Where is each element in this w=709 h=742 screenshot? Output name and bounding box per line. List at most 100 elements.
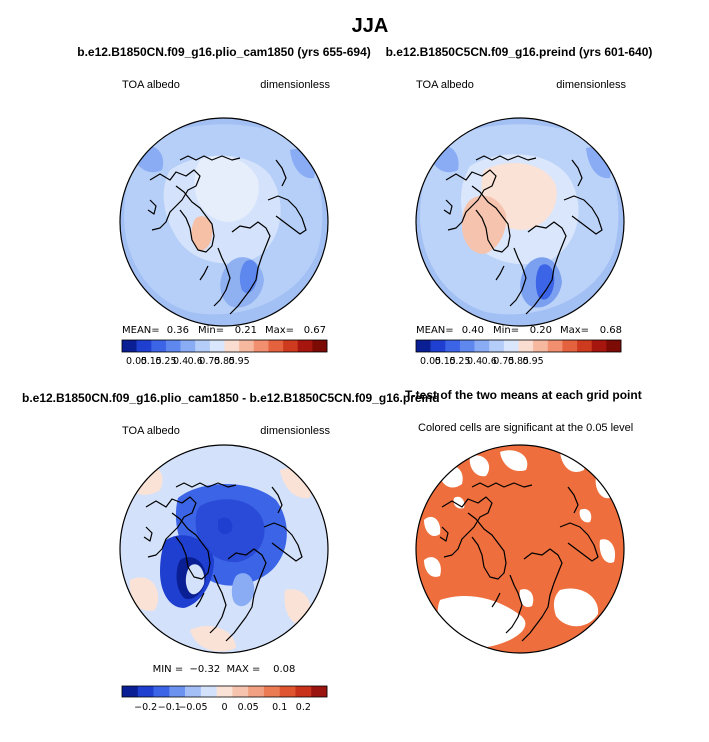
colorbar-swatch	[151, 340, 167, 352]
colorbar-swatch	[200, 686, 217, 697]
min-value: 0.21	[235, 325, 257, 336]
min-label: Min=	[198, 325, 224, 336]
colorbar-swatch	[122, 686, 139, 697]
colorbar-swatch	[591, 340, 607, 352]
colorbar-swatch	[165, 340, 181, 352]
colorbar-tick-label: 0.15	[141, 356, 162, 367]
min-label: Min=	[493, 325, 519, 336]
colorbar-swatch	[474, 340, 490, 352]
colorbar-swatch	[283, 340, 299, 352]
colorbar-swatch	[297, 340, 313, 352]
colorbar-swatch	[445, 340, 461, 352]
panel-preind: b.e12.B1850C5CN.f09_g16.preind (yrs 601-…	[386, 45, 653, 367]
panel-ttest: T-test of the two means at each grid poi…	[405, 388, 642, 654]
colorbar-swatch	[416, 340, 431, 352]
colorbar-tick-label: 0.25	[449, 356, 470, 367]
colorbar-swatch	[263, 686, 280, 697]
colorbar-tick-label: 0.75	[199, 356, 220, 367]
panel-plio: b.e12.B1850CN.f09_g16.plio_cam1850 (yrs …	[77, 45, 371, 367]
colorbar-tick-label: 0.4	[173, 356, 188, 367]
colorbar-swatch	[137, 686, 154, 697]
colorbar-swatch	[311, 686, 328, 697]
colorbar-tick-label: 0.1	[272, 702, 287, 713]
colorbar-swatch	[459, 340, 475, 352]
map-field	[120, 445, 328, 653]
colorbar-swatch	[169, 686, 186, 697]
colorbar-swatch	[122, 340, 137, 352]
colorbar-swatch	[547, 340, 563, 352]
colorbar-swatch	[268, 340, 284, 352]
min-value: 0.20	[530, 325, 552, 336]
variable-label: TOA albedo	[416, 79, 474, 91]
colorbar-swatch	[253, 340, 269, 352]
colorbar-swatch	[195, 340, 211, 352]
figure-title: JJA	[352, 15, 389, 37]
units-label: dimensionless	[556, 79, 626, 91]
variable-label: TOA albedo	[122, 79, 180, 91]
colorbar-tick-label: 0.75	[493, 356, 514, 367]
stats-line: MEAN= 0.40 Min= 0.20 Max= 0.68	[416, 325, 622, 336]
max-value: 0.68	[600, 325, 622, 336]
colorbar-frame	[121, 685, 328, 698]
units-label: dimensionless	[260, 79, 330, 91]
colorbar: 0.050.150.250.4 0.60.750.850.95	[415, 339, 622, 367]
colorbar-swatch	[430, 340, 446, 352]
colorbar-swatch	[232, 686, 249, 697]
max-label: Max=	[265, 325, 294, 336]
mean-label: MEAN=	[122, 325, 160, 336]
colorbar-swatch	[533, 340, 549, 352]
units-label: dimensionless	[260, 425, 330, 437]
map-field	[416, 445, 624, 653]
colorbar-swatch	[239, 340, 255, 352]
colorbar-tick-label: 0.95	[229, 356, 250, 367]
colorbar-swatch	[312, 340, 328, 352]
stats-line: MEAN= 0.36 Min= 0.21 Max= 0.67	[122, 325, 326, 336]
panel-title: b.e12.B1850CN.f09_g16.plio_cam1850 (yrs …	[77, 45, 371, 59]
colorbar-tick-label: 0.85	[508, 356, 529, 367]
colorbar-swatch	[295, 686, 312, 697]
colorbar-swatch	[562, 340, 578, 352]
colorbar-swatch	[577, 340, 593, 352]
colorbar-frame	[415, 339, 622, 353]
map-field	[416, 118, 624, 326]
colorbar-tick-label: 0.25	[155, 356, 176, 367]
colorbar-tick-label: −0.05	[178, 702, 207, 713]
colorbar-swatch	[136, 340, 152, 352]
colorbar-tick-label: 0	[221, 702, 227, 713]
colorbar-tick-label: 0.4	[467, 356, 482, 367]
stats-line: MIN = −0.32 MAX = 0.08	[153, 664, 296, 675]
max-label: Max=	[560, 325, 589, 336]
colorbar-tick-label: 0.95	[523, 356, 544, 367]
colorbar-swatch	[185, 686, 202, 697]
panel-title: T-test of the two means at each grid poi…	[405, 388, 642, 402]
max-value: 0.67	[304, 325, 326, 336]
mean-value: 0.40	[462, 325, 484, 336]
colorbar-swatch	[224, 340, 240, 352]
panel-subtitle: Colored cells are significant at the 0.0…	[418, 422, 633, 434]
colorbar-swatch	[503, 340, 519, 352]
colorbar-swatch	[606, 340, 622, 352]
mean-value: 0.36	[167, 325, 189, 336]
colorbar: 0.050.150.250.4 0.60.750.850.95	[121, 339, 328, 367]
map-field	[120, 118, 328, 326]
colorbar-tick-label: 0.85	[214, 356, 235, 367]
colorbar-swatch	[153, 686, 170, 697]
panel-difference: b.e12.B1850CN.f09_g16.plio_cam1850 - b.e…	[22, 391, 440, 713]
mean-label: MEAN=	[416, 325, 454, 336]
colorbar-frame	[121, 339, 328, 353]
colorbar-tick-label: 0.2	[296, 702, 311, 713]
colorbar-tick-label: −0.2	[134, 702, 157, 713]
colorbar-tick-label: 0.6	[482, 356, 497, 367]
colorbar-swatch	[209, 340, 225, 352]
colorbar-tick-label: 0.6	[188, 356, 203, 367]
colorbar-tick-label: 0.05	[238, 702, 259, 713]
variable-label: TOA albedo	[122, 425, 180, 437]
colorbar-swatch	[279, 686, 296, 697]
panel-title: b.e12.B1850CN.f09_g16.plio_cam1850 - b.e…	[22, 391, 440, 405]
colorbar-tick-label: 0.15	[435, 356, 456, 367]
colorbar-swatch	[216, 686, 233, 697]
colorbar: −0.2 −0.1−0.05 0 0.05 0.1 0.2	[121, 685, 328, 713]
colorbar-tick-label: 0.05	[420, 356, 441, 367]
colorbar-swatch	[248, 686, 265, 697]
